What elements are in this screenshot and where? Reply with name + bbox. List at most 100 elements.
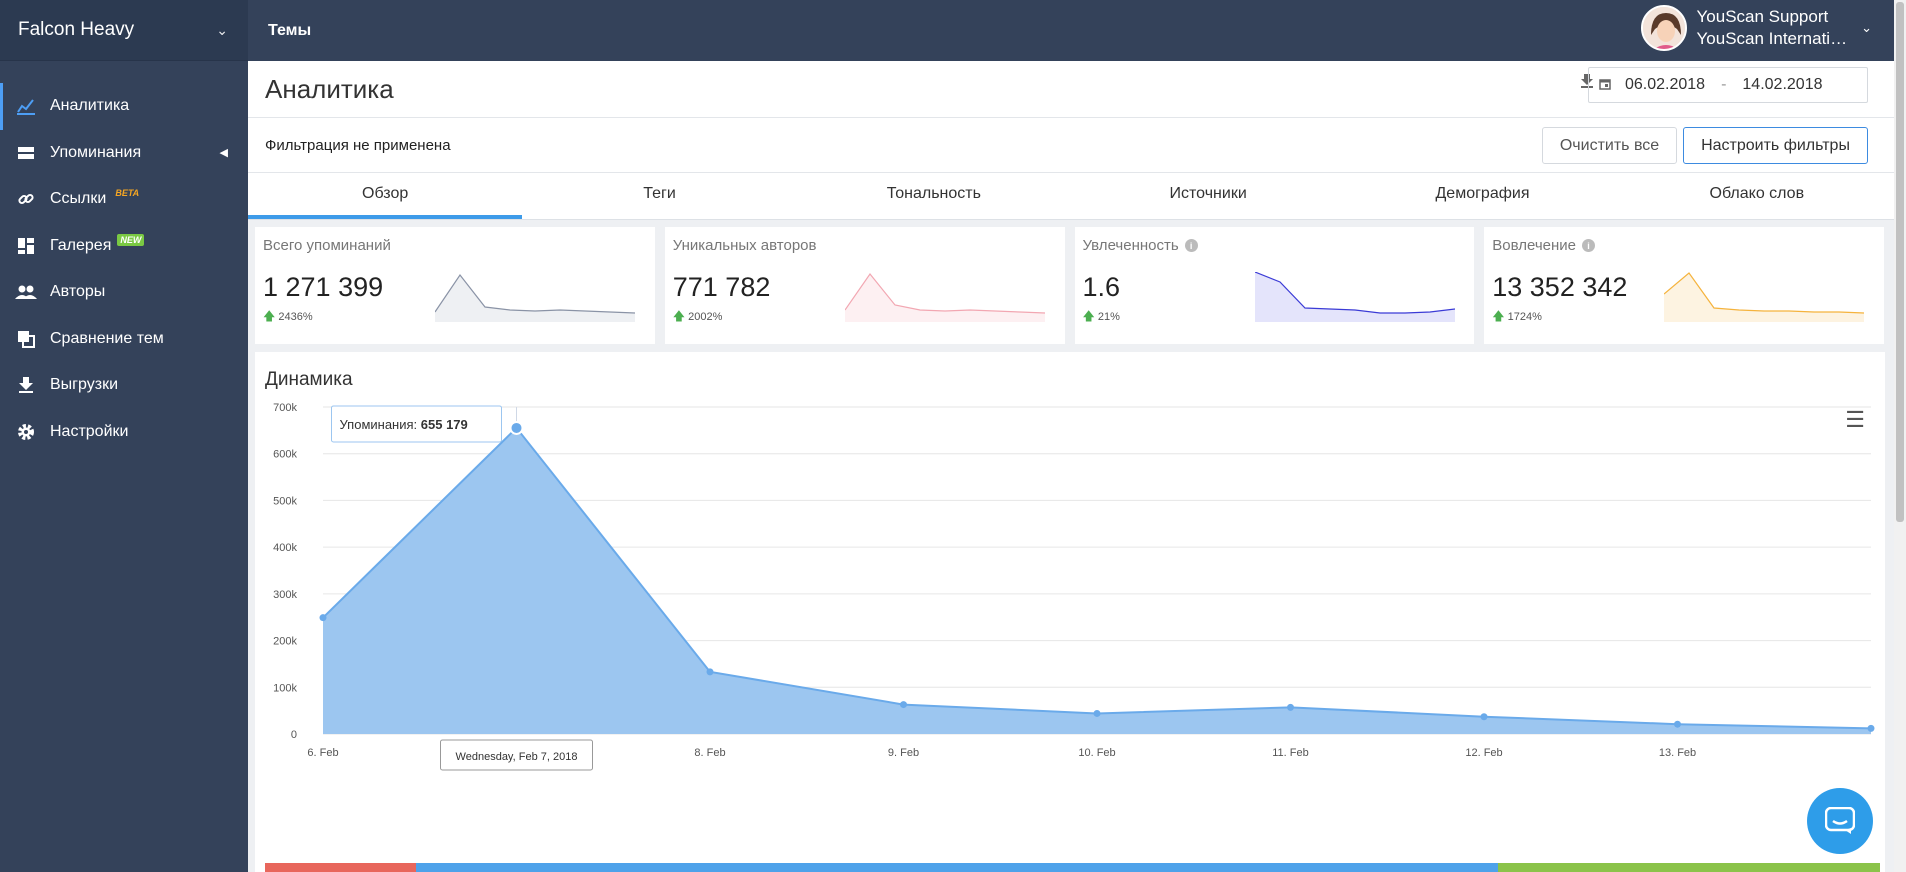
arrow-up-icon: 🡅 [263,309,276,323]
chart-icon [14,96,38,116]
gallery-icon [14,236,38,256]
arrow-up-icon: 🡅 [1082,309,1095,323]
sparkline-area [1254,272,1455,322]
y-tick-label: 500k [273,495,297,507]
chevron-down-icon: ⌄ [1861,20,1872,35]
tab-word-cloud[interactable]: Облако слов [1709,185,1805,202]
data-point [509,420,524,435]
page-header: Аналитика 06.02.2018 - 14.02.2018 [248,61,1894,118]
sidebar-item-settings[interactable]: Настройки [0,409,248,456]
sidebar-item-label: Сравнение тем [50,329,164,347]
metric-card-unique-authors[interactable]: Уникальных авторов 771 782 🡅 2002% [664,227,1065,344]
sidebar-item-authors[interactable]: Авторы [0,269,248,316]
beta-badge: BETA [115,188,140,199]
download-icon[interactable] [1580,73,1594,94]
tab-tags[interactable]: Теги [643,185,676,202]
y-tick-label: 100k [273,682,297,694]
compare-icon [14,329,38,349]
arrow-up-icon: 🡅 [672,309,686,323]
topbar-title[interactable]: Темы [268,21,312,39]
data-point [1867,724,1875,732]
clear-all-button[interactable]: Очистить все [1542,127,1677,164]
sidebar-item-exports[interactable]: Выгрузки [0,362,248,409]
dynamics-chart[interactable]: 0 100k 200k 300k 400k 500k 600k 700k 6. Feb 8. Fe… [255,352,1885,872]
chat-icon [1825,807,1855,834]
metric-delta-value: 2436% [278,311,313,323]
sparkline-area [435,275,635,322]
sentiment-color-bar [265,863,1880,872]
chat-launcher-button[interactable] [1807,788,1873,854]
data-point [1480,713,1488,721]
metric-value: 13 352 342 [1492,272,1628,302]
sparkline [844,272,1045,322]
metric-delta-value: 2002% [688,311,723,323]
sidebar-item-label: Выгрузки [50,376,118,394]
metric-value: 1 271 399 [263,272,384,302]
tab-sentiment[interactable]: Тональность [886,185,981,202]
user-menu[interactable]: YouScan Support YouScan Internati… ⌄ [1640,5,1872,51]
project-name: Falcon Heavy [18,19,135,40]
tab-demography[interactable]: Демография [1435,185,1530,202]
sidebar-item-label: Авторы [50,283,106,301]
configure-filters-button[interactable]: Настроить фильтры [1683,127,1868,164]
metric-label: Вовлечение i [1492,237,1876,254]
sparkline [1254,272,1455,322]
tab-overview[interactable]: Обзор [248,173,523,219]
metric-card-involvement[interactable]: Вовлечение i 13 352 342 🡅 1724% [1484,227,1884,344]
sidebar-item-compare[interactable]: Сравнение тем [0,316,248,363]
sparkline [1664,272,1865,322]
sparkline-line [1254,272,1455,314]
data-point [900,701,907,709]
date-separator: - [1721,76,1727,93]
main-content: Аналитика 06.02.2018 - 14.02.2018 Фильтр… [248,61,1894,872]
x-tick-label: 6. Feb [307,747,338,759]
x-tick-label: 12. Feb [1465,747,1502,759]
tooltip-text: Упоминания: 655 179 [340,417,468,432]
arrow-up-icon: 🡅 [1492,309,1505,323]
metric-delta-value: 1724% [1507,311,1542,323]
dynamics-panel: Динамика 0 100k 200k 300k 400k 500k 600k 700k 6.… [255,352,1885,872]
metric-label: Уникальных авторов [672,237,817,254]
topbar: Темы YouScan Support YouScan Internati… … [248,0,1894,61]
sidebar-item-mentions[interactable]: Упоминания ◀ [0,130,248,177]
inbox-icon [14,143,38,163]
neutral-segment [416,863,1498,872]
data-point [1674,720,1681,728]
people-icon [14,282,38,302]
metric-card-engagement-rate[interactable]: Увлеченность i 1.6 🡅 21% [1074,227,1475,344]
x-tooltip-box [440,739,593,771]
sidebar-nav: Аналитика Упоминания ◀ Ссылки BETA Галер… [0,83,248,455]
date-to[interactable]: 14.02.2018 [1742,76,1823,93]
sidebar-item-analytics[interactable]: Аналитика [0,83,248,130]
info-icon[interactable]: i [1184,239,1198,252]
sparkline-line [844,272,1045,314]
date-from[interactable]: 06.02.2018 [1625,76,1706,93]
page-title: Аналитика [265,73,394,104]
sidebar: Falcon Heavy ⌄ Аналитика Упоминания ◀ Сс… [0,0,248,872]
y-tick-label: 300k [273,589,297,601]
download-icon [14,375,38,395]
data-point [1287,703,1294,711]
project-selector[interactable]: Falcon Heavy ⌄ [0,0,248,61]
y-tick-label: 600k [273,449,297,461]
data-point [1093,709,1101,717]
caret-left-icon: ◀ [219,147,228,160]
user-org: YouScan Internati… [1696,29,1848,48]
info-icon[interactable]: i [1581,239,1595,252]
calendar-icon [1599,78,1611,93]
metric-delta: 🡅 1724% [1492,307,1876,328]
negative-segment [265,863,417,872]
metric-card-total-mentions[interactable]: Всего упоминаний 1 271 399 🡅 2436% [255,227,655,344]
tooltip-box [331,405,502,443]
sidebar-item-links[interactable]: Ссылки BETA [0,176,248,223]
tab-sources[interactable]: Источники [1169,185,1247,202]
hamburger-menu-icon[interactable]: ☰ [1845,407,1865,432]
sparkline-line [435,273,635,314]
metric-label-text: Увлеченность [1082,237,1179,254]
y-tick-label: 200k [273,636,297,648]
date-range-picker[interactable]: 06.02.2018 - 14.02.2018 [1588,67,1868,103]
vertical-scrollbar[interactable] [1894,0,1906,872]
scrollbar-thumb[interactable] [1896,2,1904,522]
sparkline-area [844,274,1045,322]
sidebar-item-gallery[interactable]: Галерея NEW [0,223,248,270]
